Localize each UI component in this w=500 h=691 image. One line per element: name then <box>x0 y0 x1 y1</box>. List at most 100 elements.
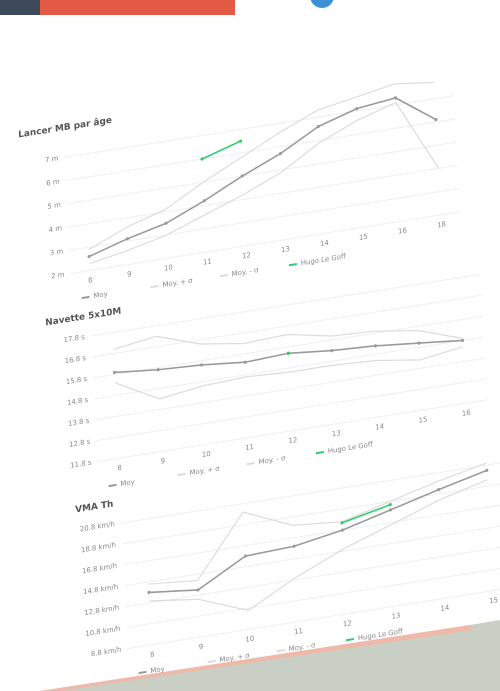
point <box>243 554 248 558</box>
y-tick-label: 3 m <box>50 246 64 257</box>
y-tick-label: 16.8 km/h <box>82 561 117 576</box>
point <box>316 124 320 129</box>
point <box>156 368 160 372</box>
point <box>434 117 438 122</box>
point <box>199 363 204 367</box>
legend-swatch <box>315 451 324 455</box>
x-tick-label: 11 <box>245 442 254 452</box>
y-tick-label: 11.8 s <box>70 457 92 469</box>
header-bar <box>40 0 235 15</box>
grid-line <box>66 141 457 205</box>
point <box>340 521 344 525</box>
y-tick-label: 6 m <box>46 177 60 188</box>
legend-swatch <box>177 472 186 477</box>
x-tick-label: 8 <box>88 275 93 285</box>
y-tick-label: 10.8 km/h <box>85 624 120 639</box>
series-line <box>148 469 487 594</box>
point <box>388 503 392 507</box>
legend-swatch <box>219 273 228 278</box>
point <box>373 344 377 348</box>
x-tick-label: 13 <box>391 610 400 620</box>
x-tick-label: 15 <box>489 595 498 605</box>
x-tick-label: 14 <box>320 238 330 248</box>
x-tick-label: 12 <box>242 250 251 260</box>
x-tick-label: 18 <box>437 219 446 229</box>
legend-swatch <box>345 638 354 642</box>
point <box>355 107 359 111</box>
chart-title: Lancer MB par âge <box>18 116 112 141</box>
y-tick-label: 20.8 km/h <box>80 519 115 534</box>
legend-swatch <box>81 295 90 300</box>
x-tick-label: 12 <box>343 618 352 628</box>
map-area <box>40 620 500 691</box>
x-tick-label: 10 <box>164 262 173 272</box>
y-tick-label: 17.8 s <box>63 332 85 344</box>
legend-swatch <box>150 284 159 289</box>
point <box>460 338 465 343</box>
point <box>292 544 296 548</box>
legend-swatch <box>207 659 216 664</box>
grid-line <box>121 481 500 545</box>
x-tick-label: 13 <box>281 244 290 254</box>
grid-line <box>127 586 500 650</box>
legend-label: Moy. + σ <box>189 463 220 477</box>
legend-label: Moy. - σ <box>231 265 259 278</box>
legend-label: Moy <box>120 477 135 488</box>
point <box>112 370 117 375</box>
point <box>278 151 282 156</box>
chart-title: VMA Th <box>75 499 114 515</box>
grid-line <box>97 399 488 463</box>
point <box>286 351 290 355</box>
x-tick-label: 9 <box>127 269 132 279</box>
x-tick-label: 10 <box>202 449 211 459</box>
chart: VMA Th 8.8 km/h 10.8 km/h 12.8 km/h 14.8 km/… <box>75 460 500 675</box>
x-tick-label: 11 <box>203 256 212 266</box>
series-line <box>88 81 435 251</box>
legend-swatch <box>138 670 147 675</box>
grid-line <box>91 294 483 358</box>
grid-line <box>125 544 500 608</box>
grid-line <box>122 502 500 566</box>
series-line <box>114 339 463 374</box>
chart: Navette 5x10M 11.8 s 12.8 s 13.8 s 14.8 s 15.… <box>45 273 488 488</box>
legend-swatch <box>276 648 285 653</box>
grid-line <box>65 118 456 182</box>
point <box>243 360 247 364</box>
point <box>330 348 334 353</box>
point <box>240 174 244 178</box>
point <box>202 199 206 203</box>
legend-swatch <box>108 483 117 488</box>
y-tick-label: 8.8 km/h <box>91 645 122 659</box>
x-tick-label: 16 <box>398 225 408 235</box>
header-block <box>0 0 40 15</box>
point <box>388 508 393 512</box>
legend-label: Hugo Le Goff <box>328 439 373 455</box>
series-line <box>201 140 241 160</box>
x-tick-label: 16 <box>462 407 472 417</box>
point <box>485 468 489 472</box>
chart: Lancer MB par âge 2 m 3 m 4 m 5 m 6 m 7 m 8 9 10 1… <box>18 81 461 300</box>
y-tick-label: 12.8 km/h <box>84 603 119 618</box>
grid-line <box>64 95 455 158</box>
y-tick-label: 2 m <box>51 269 65 280</box>
x-tick-label: 8 <box>150 649 155 659</box>
chart-title: Navette 5x10M <box>45 306 121 328</box>
series-line <box>88 96 437 258</box>
y-tick-label: 16.8 s <box>65 353 87 365</box>
legend-label: Moy. - σ <box>258 453 286 466</box>
legend-label: Moy <box>93 289 108 300</box>
y-tick-label: 15.8 s <box>66 374 88 386</box>
y-tick-label: 13.8 s <box>68 416 90 428</box>
point <box>87 254 91 259</box>
point <box>164 221 168 225</box>
x-tick-label: 11 <box>294 626 303 636</box>
point <box>125 237 130 241</box>
grid-line <box>67 164 459 228</box>
grid-line <box>126 565 500 629</box>
x-tick-label: 14 <box>440 603 450 613</box>
legend-label: Moy <box>150 664 165 675</box>
legend-label: Moy. + σ <box>162 275 193 289</box>
x-tick-label: 12 <box>288 435 297 445</box>
